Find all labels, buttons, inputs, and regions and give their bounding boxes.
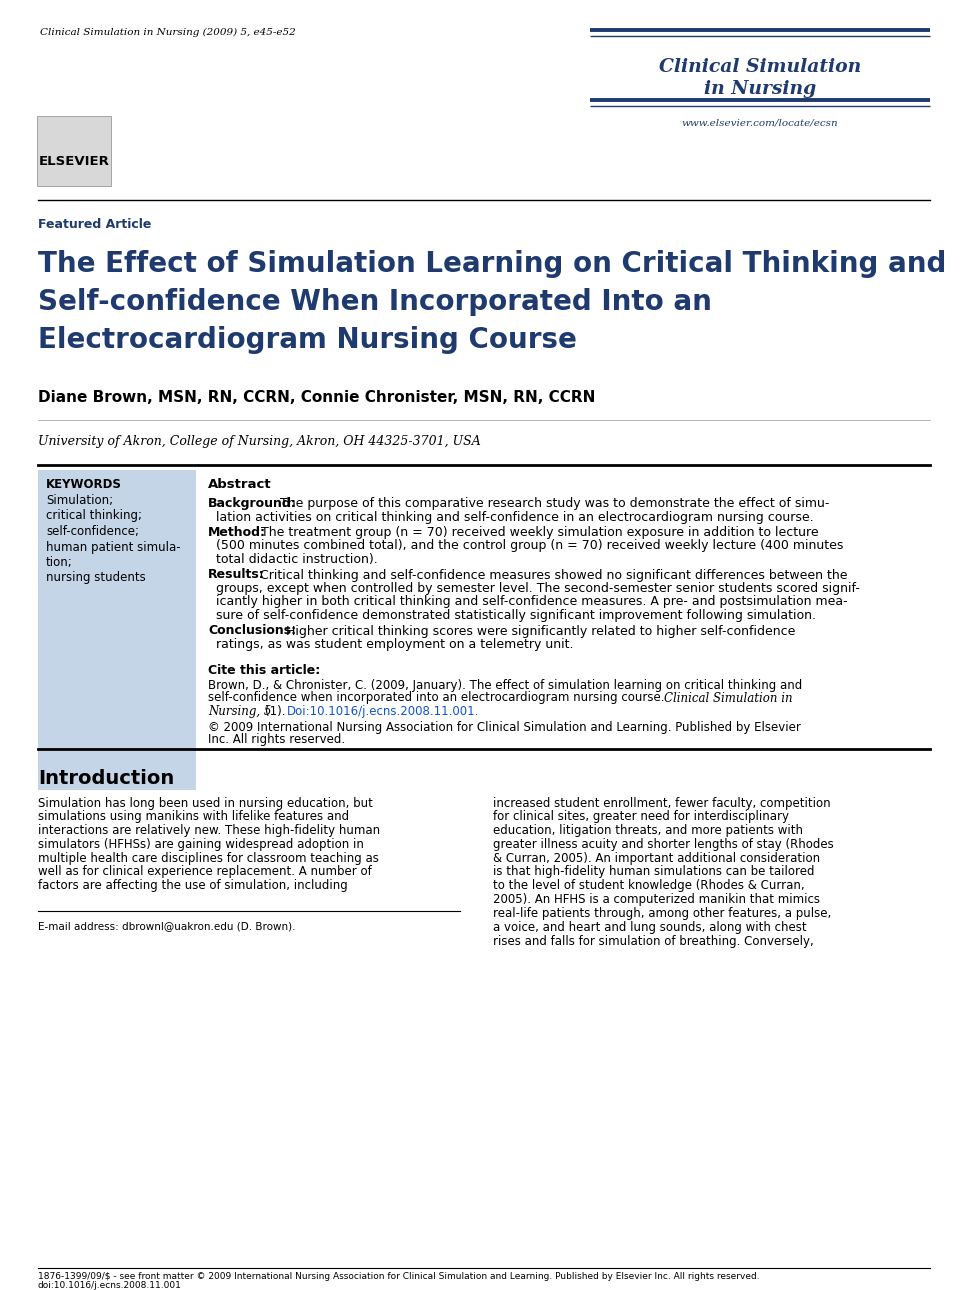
Text: KEYWORDS: KEYWORDS bbox=[46, 479, 122, 491]
Text: The Effect of Simulation Learning on Critical Thinking and: The Effect of Simulation Learning on Cri… bbox=[38, 250, 947, 279]
Text: rises and falls for simulation of breathing. Conversely,: rises and falls for simulation of breath… bbox=[493, 934, 814, 947]
Text: factors are affecting the use of simulation, including: factors are affecting the use of simulat… bbox=[38, 880, 348, 893]
Text: simulations using manikins with lifelike features and: simulations using manikins with lifelike… bbox=[38, 810, 349, 823]
Text: total didactic instruction).: total didactic instruction). bbox=[216, 553, 377, 566]
Text: www.elsevier.com/locate/ecsn: www.elsevier.com/locate/ecsn bbox=[682, 117, 838, 126]
Text: self-confidence when incorporated into an electrocardiogram nursing course.: self-confidence when incorporated into a… bbox=[208, 691, 668, 704]
Text: groups, except when controlled by semester level. The second-semester senior stu: groups, except when controlled by semest… bbox=[216, 582, 860, 595]
Text: for clinical sites, greater need for interdisciplinary: for clinical sites, greater need for int… bbox=[493, 810, 789, 823]
Text: Simulation;: Simulation; bbox=[46, 494, 113, 507]
Text: ratings, as was student employment on a telemetry unit.: ratings, as was student employment on a … bbox=[216, 639, 573, 651]
Text: is that high-fidelity human simulations can be tailored: is that high-fidelity human simulations … bbox=[493, 866, 814, 878]
Text: in Nursing: in Nursing bbox=[704, 80, 816, 98]
Text: Electrocardiogram Nursing Course: Electrocardiogram Nursing Course bbox=[38, 326, 577, 353]
Text: Cite this article:: Cite this article: bbox=[208, 663, 321, 676]
Text: Higher critical thinking scores were significantly related to higher self-confid: Higher critical thinking scores were sig… bbox=[286, 624, 796, 637]
Text: self-confidence;: self-confidence; bbox=[46, 525, 139, 538]
Text: Critical thinking and self-confidence measures showed no significant differences: Critical thinking and self-confidence me… bbox=[260, 569, 848, 582]
Text: © 2009 International Nursing Association for Clinical Simulation and Learning. P: © 2009 International Nursing Association… bbox=[208, 721, 801, 734]
Text: (500 minutes combined total), and the control group (n = 70) received weekly lec: (500 minutes combined total), and the co… bbox=[216, 539, 844, 552]
Text: a voice, and heart and lung sounds, along with chest: a voice, and heart and lung sounds, alon… bbox=[493, 921, 806, 934]
Text: Featured Article: Featured Article bbox=[38, 218, 152, 231]
Text: sure of self-confidence demonstrated statistically significant improvement follo: sure of self-confidence demonstrated sta… bbox=[216, 609, 816, 622]
Text: lation activities on critical thinking and self-confidence in an electrocardiogr: lation activities on critical thinking a… bbox=[216, 511, 814, 524]
Text: Method:: Method: bbox=[208, 526, 266, 539]
Text: tion;: tion; bbox=[46, 556, 73, 569]
Text: The treatment group (n = 70) received weekly simulation exposure in addition to : The treatment group (n = 70) received we… bbox=[261, 526, 819, 539]
Text: Clinical Simulation in Nursing (2009) 5, e45-e52: Clinical Simulation in Nursing (2009) 5,… bbox=[40, 28, 296, 37]
Text: Diane Brown, MSN, RN, CCRN, Connie Chronister, MSN, RN, CCRN: Diane Brown, MSN, RN, CCRN, Connie Chron… bbox=[38, 390, 595, 405]
Text: simulators (HFHSs) are gaining widespread adoption in: simulators (HFHSs) are gaining widesprea… bbox=[38, 838, 364, 851]
Text: doi:10.1016/j.ecns.2008.11.001: doi:10.1016/j.ecns.2008.11.001 bbox=[38, 1281, 181, 1290]
Text: greater illness acuity and shorter lengths of stay (Rhodes: greater illness acuity and shorter lengt… bbox=[493, 838, 833, 851]
Text: University of Akron, College of Nursing, Akron, OH 44325-3701, USA: University of Akron, College of Nursing,… bbox=[38, 435, 481, 448]
Text: Inc. All rights reserved.: Inc. All rights reserved. bbox=[208, 734, 346, 747]
Text: Abstract: Abstract bbox=[208, 479, 272, 491]
Text: multiple health care disciplines for classroom teaching as: multiple health care disciplines for cla… bbox=[38, 851, 379, 864]
Text: 1876-1399/09/$ - see front matter © 2009 International Nursing Association for C: 1876-1399/09/$ - see front matter © 2009… bbox=[38, 1272, 759, 1281]
Text: Clinical Simulation in: Clinical Simulation in bbox=[664, 691, 793, 704]
Text: Self-confidence When Incorporated Into an: Self-confidence When Incorporated Into a… bbox=[38, 288, 712, 316]
Text: human patient simula-: human patient simula- bbox=[46, 541, 180, 553]
Text: Brown, D., & Chronister, C. (2009, January). The effect of simulation learning o: Brown, D., & Chronister, C. (2009, Janua… bbox=[208, 679, 803, 691]
Text: to the level of student knowledge (Rhodes & Curran,: to the level of student knowledge (Rhode… bbox=[493, 880, 804, 893]
Text: critical thinking;: critical thinking; bbox=[46, 510, 142, 522]
Text: The purpose of this comparative research study was to demonstrate the effect of : The purpose of this comparative research… bbox=[280, 497, 829, 510]
Text: Results:: Results: bbox=[208, 569, 265, 582]
Text: nursing students: nursing students bbox=[46, 571, 146, 584]
Text: interactions are relatively new. These high-fidelity human: interactions are relatively new. These h… bbox=[38, 824, 380, 837]
Text: Introduction: Introduction bbox=[38, 769, 175, 787]
Text: (1).: (1). bbox=[265, 704, 289, 717]
Text: 2005). An HFHS is a computerized manikin that mimics: 2005). An HFHS is a computerized manikin… bbox=[493, 893, 820, 906]
Text: ELSEVIER: ELSEVIER bbox=[38, 155, 109, 168]
Text: Doi:10.1016/j.ecns.2008.11.001.: Doi:10.1016/j.ecns.2008.11.001. bbox=[287, 704, 479, 717]
Text: icantly higher in both critical thinking and self-confidence measures. A pre- an: icantly higher in both critical thinking… bbox=[216, 596, 848, 609]
Text: increased student enrollment, fewer faculty, competition: increased student enrollment, fewer facu… bbox=[493, 796, 830, 810]
FancyBboxPatch shape bbox=[38, 470, 196, 789]
Text: Clinical Simulation: Clinical Simulation bbox=[659, 58, 861, 76]
Text: Nursing, 5: Nursing, 5 bbox=[208, 704, 272, 717]
Text: Conclusions:: Conclusions: bbox=[208, 624, 296, 637]
Text: E-mail address: dbrownl@uakron.edu (D. Brown).: E-mail address: dbrownl@uakron.edu (D. B… bbox=[38, 921, 296, 931]
Text: education, litigation threats, and more patients with: education, litigation threats, and more … bbox=[493, 824, 803, 837]
Text: & Curran, 2005). An important additional consideration: & Curran, 2005). An important additional… bbox=[493, 851, 820, 864]
Text: Simulation has long been used in nursing education, but: Simulation has long been used in nursing… bbox=[38, 796, 372, 810]
Text: real-life patients through, among other features, a pulse,: real-life patients through, among other … bbox=[493, 907, 831, 920]
FancyBboxPatch shape bbox=[37, 116, 111, 186]
Text: Background:: Background: bbox=[208, 497, 297, 510]
Text: well as for clinical experience replacement. A number of: well as for clinical experience replacem… bbox=[38, 866, 372, 878]
